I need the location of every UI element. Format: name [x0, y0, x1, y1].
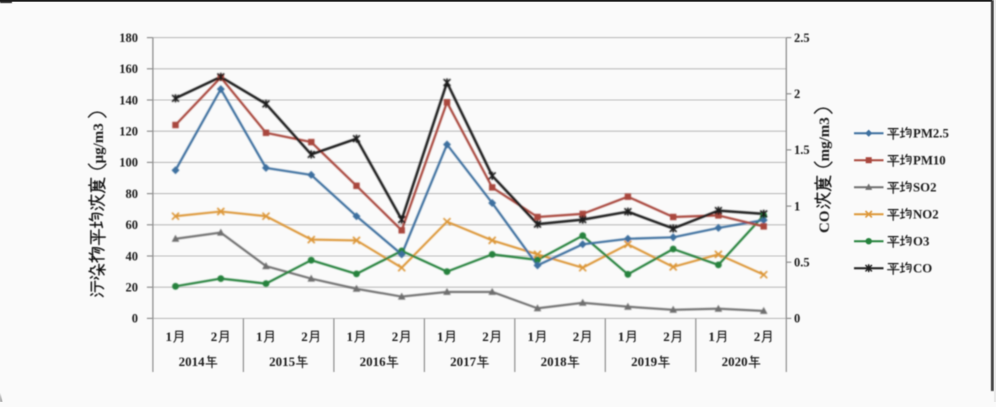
- svg-text:PM2.5: PM2.5: [913, 127, 949, 141]
- svg-text:2015: 2015: [269, 354, 296, 369]
- svg-text:0: 0: [794, 312, 800, 326]
- svg-text:2020: 2020: [722, 354, 748, 369]
- svg-text:2: 2: [663, 329, 670, 344]
- svg-text:2: 2: [392, 329, 399, 344]
- svg-text:60: 60: [126, 218, 139, 232]
- svg-text:NO2: NO2: [913, 208, 939, 222]
- svg-text:1: 1: [437, 329, 444, 344]
- svg-text:2016: 2016: [360, 354, 387, 369]
- svg-text:140: 140: [119, 93, 138, 107]
- svg-text:2: 2: [794, 87, 800, 101]
- svg-text:CO: CO: [913, 262, 932, 276]
- svg-text:2.5: 2.5: [794, 31, 810, 45]
- svg-text:40: 40: [126, 249, 139, 263]
- svg-text:180: 180: [119, 31, 138, 45]
- svg-text:2: 2: [211, 329, 218, 344]
- svg-text:μg/m3: μg/m3: [91, 123, 107, 163]
- svg-text:120: 120: [119, 125, 138, 139]
- svg-text:2019: 2019: [631, 354, 658, 369]
- svg-text:PM10: PM10: [913, 154, 946, 168]
- svg-text:2: 2: [301, 329, 308, 344]
- svg-text:1: 1: [256, 329, 263, 344]
- svg-text:2018: 2018: [541, 354, 568, 369]
- svg-text:1: 1: [166, 329, 173, 344]
- svg-text:0.5: 0.5: [794, 256, 810, 270]
- svg-text:2017: 2017: [450, 354, 477, 369]
- svg-text:160: 160: [119, 62, 138, 76]
- svg-text:1: 1: [708, 329, 715, 344]
- svg-text:1: 1: [347, 329, 354, 344]
- svg-text:SO2: SO2: [913, 181, 936, 195]
- svg-text:mg/m3: mg/m3: [817, 117, 833, 161]
- svg-text:2: 2: [754, 329, 761, 344]
- svg-text:20: 20: [126, 281, 139, 295]
- svg-text:O3: O3: [913, 235, 929, 249]
- svg-text:2: 2: [482, 329, 489, 344]
- svg-text:0: 0: [132, 312, 138, 326]
- svg-text:1: 1: [528, 329, 535, 344]
- svg-text:2: 2: [573, 329, 580, 344]
- svg-text:1: 1: [794, 199, 800, 213]
- svg-text:CO: CO: [817, 211, 833, 234]
- svg-text:1.5: 1.5: [794, 143, 810, 157]
- svg-text:1: 1: [618, 329, 625, 344]
- svg-text:80: 80: [126, 187, 139, 201]
- svg-text:2014: 2014: [179, 354, 206, 369]
- svg-text:100: 100: [119, 156, 138, 170]
